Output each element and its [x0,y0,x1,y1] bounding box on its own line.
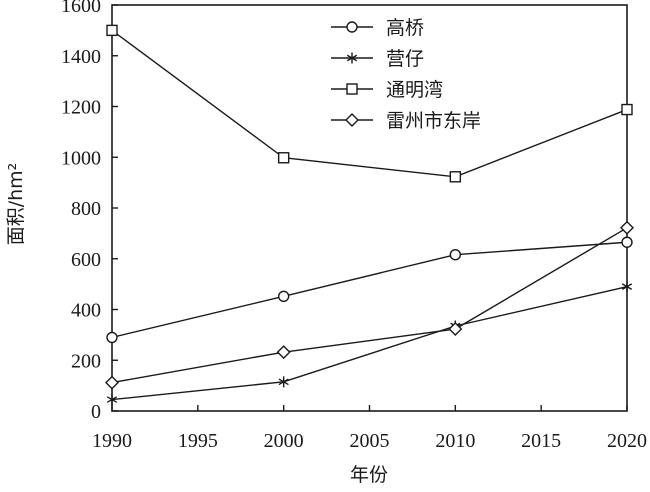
plot-axes [111,4,628,412]
circle-marker [449,248,462,261]
x-tick-label: 1995 [178,430,218,452]
diamond-marker [448,322,463,337]
circle-marker [277,290,290,303]
y-axis-title: 面积/hm² [5,163,27,246]
square-marker [621,103,633,116]
legend-item: 高桥 [331,17,424,39]
diamond-marker [105,375,119,390]
square-marker [346,83,358,95]
x-tick-label: 2015 [521,430,561,452]
y-tick-label: 600 [71,249,101,271]
series-3 [106,24,633,183]
star-stroke [278,378,289,386]
x-tick-label: 2010 [435,430,475,452]
legend-label: 高桥 [386,17,424,39]
legend-label: 雷州市东岸 [386,110,481,132]
diamond-marker [620,220,634,235]
x-tick-label: 1990 [92,430,132,452]
y-tick-label: 1600 [61,0,101,17]
series-layer [105,24,634,406]
x-axis-ticks: 1990 1995 2000 2005 2010 2015 2020 [92,405,647,452]
circle-marker [106,331,118,344]
star-stroke [106,396,118,403]
series-1 [106,236,633,344]
star-marker [621,281,633,293]
star-marker [106,394,118,406]
x-axis-title: 年份 [350,464,388,486]
series-line [111,241,628,339]
x-tick-label: 2005 [350,430,390,452]
star-marker [278,376,289,388]
y-tick-label: 1200 [61,97,101,119]
y-tick-label: 800 [71,198,101,220]
y-tick-label: 1000 [61,147,101,169]
diamond-marker [276,345,291,360]
series-line [111,285,628,401]
legend-label: 通明湾 [386,79,443,101]
y-tick-label: 200 [71,350,101,372]
series-line [111,227,628,384]
legend-item: 雷州市东岸 [331,110,481,132]
x-tick-label: 2000 [264,430,304,452]
legend-item: 营仔 [331,48,424,70]
y-tick-label: 0 [91,401,101,423]
square-marker [106,24,118,37]
circle-marker [346,21,358,33]
series-4 [105,220,634,390]
legend-label: 营仔 [386,48,424,70]
star-stroke [621,283,633,291]
star-stroke [346,54,358,62]
square-marker [449,171,462,183]
y-tick-label: 1400 [61,46,101,68]
square-marker [277,152,290,164]
legend-item: 通明湾 [331,79,443,101]
y-axis-ticks: 0 200 400 600 800 1000 1200 1400 1600 [61,0,118,423]
y-tick-label: 400 [71,300,101,322]
x-tick-label: 2020 [607,430,647,452]
star-marker [346,52,358,64]
series-line [111,29,628,178]
series-2 [106,281,633,406]
plot-frame [111,4,628,412]
diamond-marker [345,113,359,127]
circle-marker [621,236,633,248]
